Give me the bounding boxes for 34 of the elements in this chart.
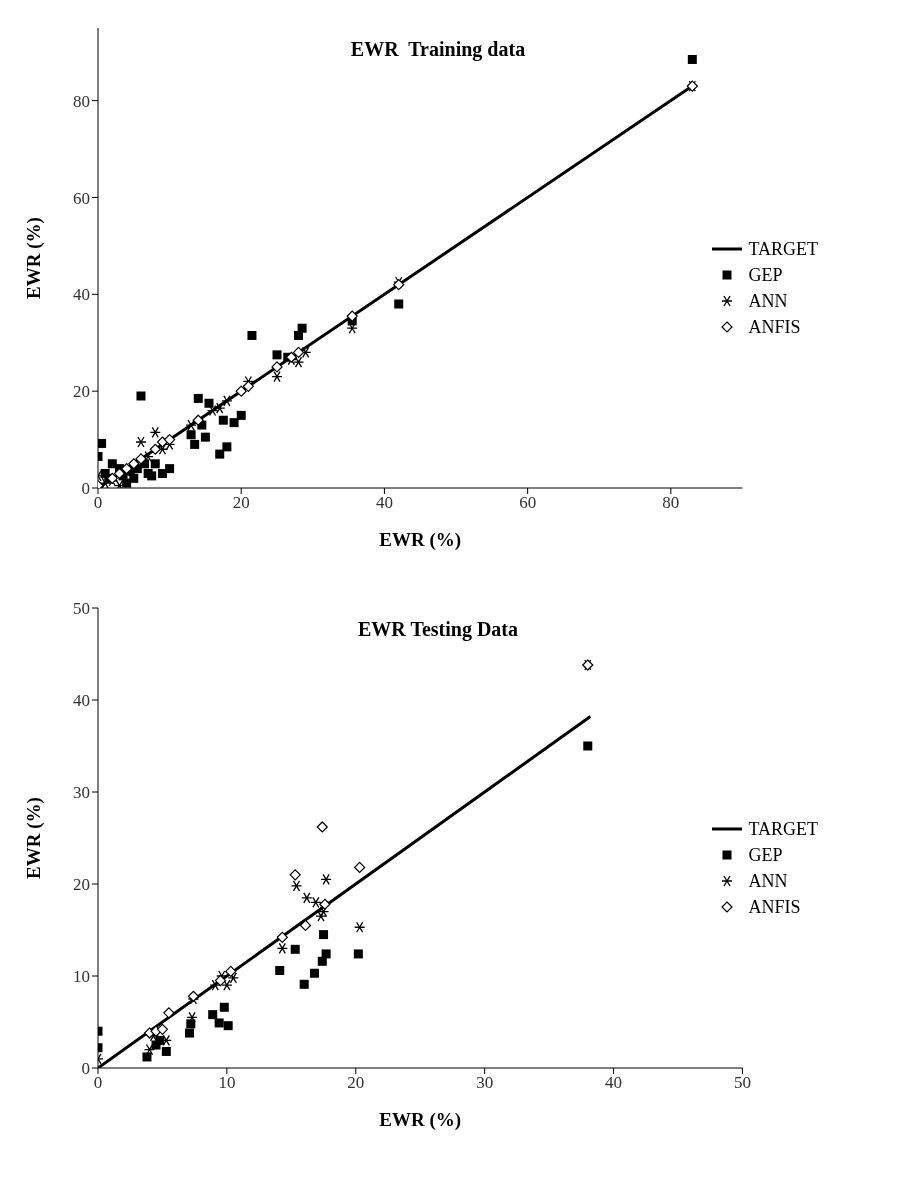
legend-label: TARGET (748, 238, 818, 260)
legend-label: GEP (748, 264, 783, 286)
legend-label: GEP (748, 844, 783, 866)
x-axis-title: EWR (%) (379, 1109, 462, 1131)
x-tick-label: 40 (375, 493, 393, 513)
y-axis-title: EWR (%) (22, 797, 45, 879)
x-tick-label: 50 (733, 1073, 751, 1093)
x-tick-label: 60 (519, 493, 537, 513)
y-tick-label: 40 (73, 691, 90, 711)
legend-label: ANFIS (748, 316, 801, 338)
y-tick-label: 20 (73, 875, 90, 895)
x-tick-label: 20 (347, 1073, 365, 1093)
y-tick-label: 0 (81, 479, 90, 499)
x-tick-label: 20 (232, 493, 250, 513)
y-tick-label: 50 (73, 599, 90, 619)
y-tick-label: 40 (73, 285, 90, 305)
text: EWR Testing Data (357, 618, 519, 641)
y-tick-label: 60 (73, 188, 90, 208)
y-tick-label: 10 (73, 967, 90, 987)
text: EWR Training data (349, 38, 527, 61)
x-tick-label: 10 (218, 1073, 236, 1093)
y-tick-label: 30 (73, 783, 90, 803)
y-tick-label: 80 (73, 91, 90, 111)
y-tick-label: 0 (81, 1059, 90, 1079)
x-axis-title: EWR (%) (379, 529, 462, 551)
y-axis-title: EWR (%) (22, 217, 45, 299)
x-tick-label: 80 (662, 493, 680, 513)
legend-label: ANFIS (748, 896, 801, 918)
legend-label: ANN (748, 290, 788, 312)
y-tick-label: 20 (73, 382, 90, 402)
legend-label: TARGET (748, 818, 818, 840)
legend-label: ANN (748, 870, 788, 892)
x-tick-label: 40 (605, 1073, 623, 1093)
x-tick-label: 30 (476, 1073, 494, 1093)
